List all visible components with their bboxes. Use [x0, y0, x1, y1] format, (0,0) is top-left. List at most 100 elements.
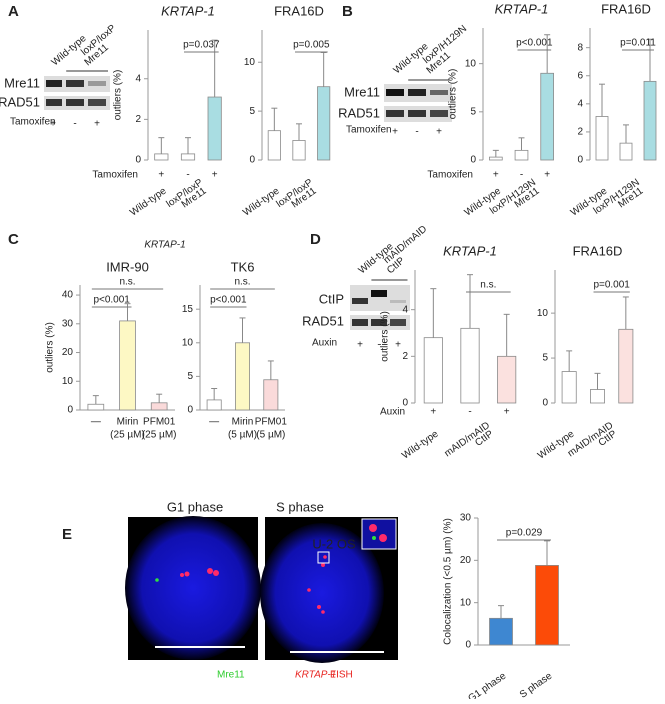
y-tick-label: 10: [465, 58, 477, 69]
bar: [154, 153, 169, 161]
panel-letter: C: [8, 231, 19, 248]
chart-title: FRA16D: [573, 243, 623, 258]
treatment-sign: +: [50, 119, 56, 130]
legend-item: KRTAP-1: [295, 670, 336, 681]
y-tick-label: 5: [187, 371, 193, 382]
blot-images: [44, 76, 452, 330]
treatment-sign: -: [377, 340, 380, 351]
y-tick-label: 6: [577, 70, 583, 81]
y-tick-label: 0: [402, 398, 408, 409]
blot-row-label: RAD51: [302, 313, 344, 328]
y-tick-label: 20: [62, 347, 74, 358]
treatment-sign: +: [504, 407, 510, 418]
treatment-sign: +: [357, 340, 363, 351]
bar: [643, 80, 657, 161]
y-tick-label: 15: [182, 304, 194, 315]
significance-label: p=0.029: [506, 528, 543, 539]
significance-label: p<0.001: [93, 295, 130, 306]
chart-title: TK6: [231, 259, 255, 274]
y-tick-label: 4: [135, 73, 141, 84]
y-tick-label: 10: [244, 57, 256, 68]
panel-letter: B: [342, 3, 353, 20]
bar: [489, 617, 513, 646]
y-tick-label: 20: [460, 555, 472, 566]
bar: [540, 72, 554, 161]
image-label: S phase: [276, 499, 324, 514]
treatment-label: Tamoxifen: [92, 170, 138, 181]
bar: [618, 328, 634, 404]
x-tick-label: Wild-type: [128, 185, 169, 218]
treatment-sign: +: [395, 340, 401, 351]
y-tick-label: 4: [402, 304, 408, 315]
bar: [497, 355, 517, 404]
bar: [590, 389, 605, 404]
x-tick-label: —: [91, 417, 101, 428]
x-tick-label: PFM01: [143, 417, 176, 428]
image-label: G1 phase: [167, 499, 223, 514]
significance-label: n.s.: [480, 280, 496, 291]
y-tick-label: 5: [542, 353, 548, 364]
x-tick-note: (25 µM): [110, 430, 145, 441]
bar: [514, 149, 529, 161]
x-tick-label: —: [209, 417, 219, 428]
significance-label: p<0.001: [516, 38, 553, 49]
bar: [561, 371, 577, 404]
treatment-label: Tamoxifen: [346, 125, 392, 136]
y-tick-label: 2: [402, 351, 408, 362]
bar: [207, 96, 222, 161]
bar: [595, 116, 609, 161]
y-tick-label: 5: [249, 106, 255, 117]
x-tick-label: Mirin: [232, 417, 254, 428]
y-axis-label: outliers (%): [448, 69, 459, 120]
treatment-sign: +: [212, 170, 218, 181]
treatment-sign: +: [436, 127, 442, 138]
y-tick-label: 0: [187, 405, 193, 416]
y-axis-label: outliers (%): [45, 322, 56, 373]
y-tick-label: 0: [470, 155, 476, 166]
significance-label: p=0.011: [620, 38, 656, 49]
treatment-sign: -: [468, 407, 471, 418]
significance-label: p<0.001: [210, 295, 247, 306]
treatment-sign: -: [73, 119, 76, 130]
bar: [87, 403, 105, 411]
treatment-sign: +: [392, 127, 398, 138]
significance-label: p=0.037: [183, 40, 220, 51]
bar: [423, 337, 443, 404]
y-axis-label: outliers (%): [380, 311, 391, 362]
y-tick-label: 40: [62, 290, 74, 301]
y-tick-label: 0: [67, 405, 73, 416]
treatment-sign: -: [415, 127, 418, 138]
treatment-sign: +: [94, 119, 100, 130]
blot-row-label: Mre11: [344, 84, 380, 99]
y-tick-label: 4: [577, 98, 583, 109]
y-tick-label: 10: [182, 337, 194, 348]
chart-title: FRA16D: [274, 3, 324, 18]
y-tick-label: 0: [465, 640, 471, 651]
treatment-label: Tamoxifen: [10, 117, 56, 128]
blot-row-label: Mre11: [4, 75, 40, 90]
bar: [535, 565, 559, 646]
legend-item: Mre11: [217, 670, 245, 681]
bar: [119, 320, 136, 411]
y-axis-label: Colocalization (<0.5 µm) (%): [443, 518, 454, 645]
blot-row-label: RAD51: [0, 94, 40, 109]
bar: [292, 140, 306, 161]
bar: [460, 327, 480, 404]
y-tick-label: 5: [470, 106, 476, 117]
significance-label: p=0.001: [593, 280, 630, 291]
chart-title: IMR-90: [106, 259, 149, 274]
panel-letter: E: [62, 526, 72, 543]
bar: [263, 379, 279, 411]
y-tick-label: 30: [460, 513, 472, 524]
panel-heading: U-2 OS: [312, 536, 356, 551]
y-tick-label: 2: [135, 114, 141, 125]
y-tick-label: 0: [249, 155, 255, 166]
chart-title: KRTAP-1: [495, 1, 549, 16]
treatment-sign: -: [520, 170, 523, 181]
significance-label: n.s.: [234, 277, 250, 288]
bar: [206, 399, 222, 411]
chart-title: FRA16D: [601, 1, 651, 16]
x-tick-label: Wild-type: [400, 428, 441, 461]
legend-item: FISH: [330, 670, 353, 681]
